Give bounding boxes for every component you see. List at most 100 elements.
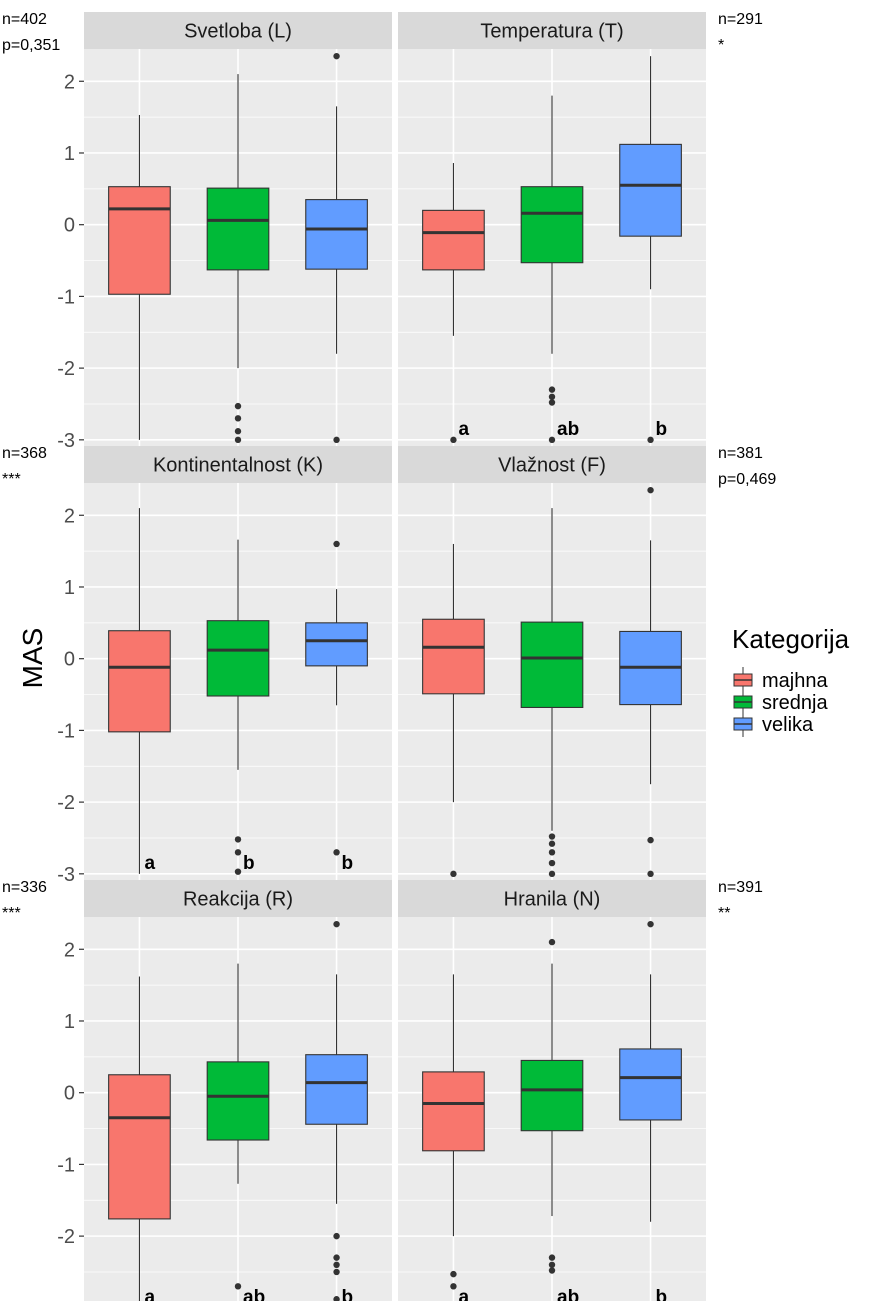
y-axis-label: MAS — [17, 628, 48, 689]
y-tick-label: 0 — [64, 1083, 75, 1105]
facet-title: Vlažnost (F) — [498, 455, 606, 477]
box-iqr — [206, 187, 270, 271]
facet-panel: Temperatura (T) a ab b n=291 * — [398, 11, 763, 447]
facet-strip — [84, 446, 392, 483]
facet-panel: Vlažnost (F) n=381 p=0,469 — [398, 445, 776, 881]
facet-strip — [398, 880, 706, 917]
outlier-point — [333, 849, 340, 856]
outlier-point — [548, 393, 556, 401]
box-iqr — [619, 143, 682, 237]
significance-note: *** — [2, 471, 21, 488]
significance-note: * — [718, 37, 724, 54]
y-tick-label: -1 — [57, 286, 75, 308]
box-majhna: a — [422, 163, 485, 444]
outlier-point — [548, 938, 556, 946]
facet-title: Reakcija (R) — [183, 889, 293, 911]
box-iqr — [108, 186, 171, 295]
y-tick-label: -1 — [57, 720, 75, 742]
outlier-point — [333, 1268, 340, 1276]
box-iqr — [305, 1054, 368, 1125]
sample-size-note: n=291 — [718, 11, 763, 28]
significance-note: ** — [718, 905, 730, 922]
outlier-point — [333, 52, 340, 60]
outlier-point — [548, 849, 556, 856]
facet-panel: Reakcija (R) 2 1 0 -1 -2 -3 a ab b n=336 *** — [2, 879, 392, 1301]
box-velika — [619, 486, 682, 878]
y-tick-label: -2 — [57, 358, 75, 380]
outlier-point — [333, 1254, 340, 1261]
box-srednja: ab — [520, 938, 584, 1301]
box-velika: b — [305, 920, 368, 1301]
facet-title: Hranila (N) — [504, 889, 601, 911]
box-velika: b — [619, 920, 682, 1301]
y-tick-label: 2 — [64, 505, 75, 527]
significance-letter: b — [342, 853, 354, 874]
outlier-point — [234, 868, 242, 875]
facet-title: Temperatura (T) — [480, 21, 623, 43]
outlier-point — [333, 1296, 340, 1301]
outlier-point — [333, 1232, 340, 1240]
box-iqr — [520, 186, 584, 264]
significance-letter: b — [243, 853, 255, 874]
significance-letter: a — [458, 419, 469, 440]
outlier-point — [450, 870, 457, 878]
box-srednja — [206, 74, 270, 444]
box-iqr — [305, 622, 368, 667]
significance-letter: a — [144, 1287, 155, 1301]
y-tick-label: 0 — [64, 215, 75, 237]
outlier-point — [450, 1270, 457, 1278]
box-srednja: b — [206, 539, 270, 875]
significance-letter: b — [656, 419, 668, 440]
significance-letter: b — [342, 1287, 354, 1301]
significance-letter: ab — [243, 1287, 265, 1301]
outlier-point — [548, 859, 556, 867]
outlier-point — [548, 399, 556, 406]
outlier-point — [647, 486, 654, 494]
box-iqr — [108, 1074, 171, 1220]
box-iqr — [422, 209, 485, 271]
y-tick-label: 1 — [64, 1011, 75, 1033]
facet-strip — [84, 12, 392, 49]
facet-strip — [398, 446, 706, 483]
outlier-point — [333, 540, 340, 548]
y-tick-label: -1 — [57, 1154, 75, 1176]
significance-note: *** — [2, 905, 21, 922]
box-iqr — [305, 199, 368, 270]
y-tick-label: -3 — [57, 1298, 75, 1301]
significance-letter: ab — [557, 1287, 579, 1301]
box-majhna — [108, 114, 171, 440]
box-iqr — [108, 630, 171, 733]
sample-size-note: n=402 — [2, 11, 47, 28]
outlier-point — [548, 870, 556, 878]
box-velika: b — [619, 56, 682, 444]
outlier-point — [647, 436, 654, 444]
legend-label: velika — [762, 714, 814, 736]
facet-title: Kontinentalnost (K) — [153, 455, 323, 477]
box-majhna: a — [108, 508, 171, 874]
y-tick-label: -2 — [57, 1226, 75, 1248]
box-iqr — [206, 620, 270, 697]
box-iqr — [206, 1061, 270, 1141]
box-iqr — [619, 1048, 682, 1121]
outlier-point — [548, 386, 556, 393]
box-velika — [305, 52, 368, 444]
facet-panel: Kontinentalnost (K) 2 1 0 -1 -2 -3 a b b n=368 *** — [2, 445, 392, 886]
sample-size-note: n=391 — [718, 879, 763, 896]
significance-letter: ab — [557, 419, 579, 440]
outlier-point — [234, 836, 242, 843]
box-velika: b — [305, 540, 368, 874]
facet-strip — [398, 12, 706, 49]
outlier-point — [548, 1267, 556, 1274]
outlier-point — [548, 833, 556, 840]
outlier-point — [647, 870, 654, 878]
legend-title: Kategorija — [732, 624, 850, 654]
outlier-point — [333, 436, 340, 444]
box-iqr — [422, 618, 485, 695]
y-tick-label: 1 — [64, 577, 75, 599]
box-iqr — [520, 621, 584, 709]
box-srednja: ab — [206, 963, 270, 1301]
outlier-point — [548, 1261, 556, 1269]
box-majhna — [422, 543, 485, 878]
outlier-point — [333, 920, 340, 928]
